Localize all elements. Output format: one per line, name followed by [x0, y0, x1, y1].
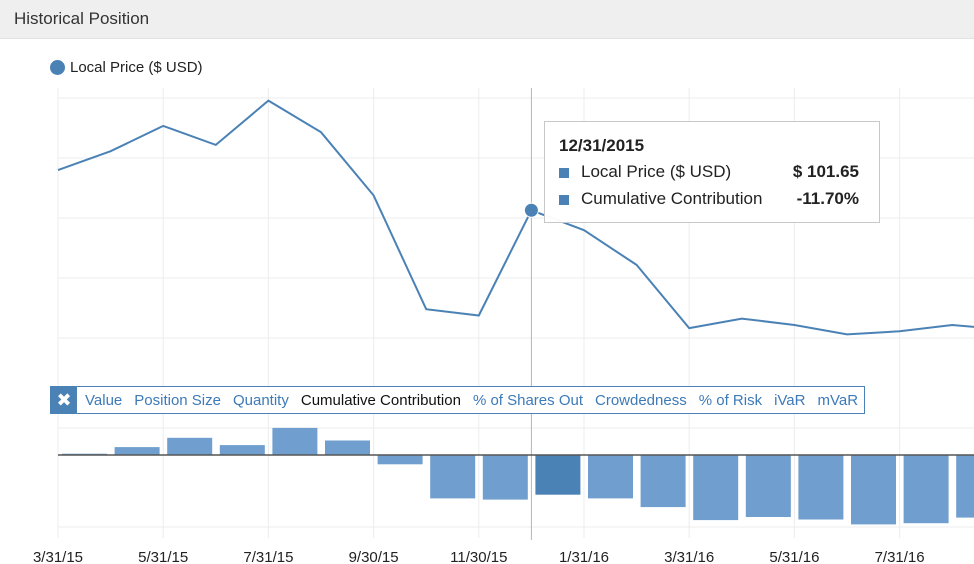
- contribution-bar: [640, 455, 686, 508]
- x-tick-label: 3/31/15: [33, 549, 83, 564]
- tooltip-row-value: $ 101.65: [792, 162, 859, 181]
- contribution-bar: [903, 455, 949, 524]
- contribution-bar: [588, 455, 633, 499]
- tooltip-series-marker-icon: [559, 195, 569, 205]
- tab-quantity[interactable]: Quantity: [232, 391, 289, 409]
- highlighted-data-point: [523, 202, 539, 218]
- tooltip-row-label: Cumulative Contribution: [581, 189, 763, 208]
- tab-crowdedness[interactable]: Crowdedness: [595, 391, 687, 409]
- x-tick-label: 7/31/15: [243, 549, 293, 564]
- tooltip-row-value: -11.70%: [796, 189, 859, 208]
- contribution-bar: [377, 455, 423, 465]
- panel-header: Historical Position: [0, 0, 974, 39]
- contribution-bar-layer: [58, 427, 974, 525]
- chart-legend[interactable]: Local Price ($ USD): [50, 59, 203, 76]
- contribution-bar: [482, 455, 528, 500]
- x-axis: 3/31/15 5/31/15 7/31/15 9/30/15 11/30/15 1/31…: [33, 549, 925, 564]
- chart-tooltip: 12/31/2015 Local Price ($ USD) $ 101.65 …: [544, 121, 880, 223]
- panel-title: Historical Position: [14, 9, 150, 28]
- tooltip-row-price: Local Price ($ USD) $ 101.65: [559, 162, 865, 184]
- x-tick-label: 9/30/15: [349, 549, 399, 564]
- x-tick-label: 3/31/16: [664, 549, 714, 564]
- tooltip-date: 12/31/2015: [559, 136, 645, 155]
- metric-selector: ✖ Value Position Size Quantity Cumulativ…: [50, 386, 866, 414]
- tab-mvar[interactable]: mVaR: [817, 391, 859, 409]
- contribution-bar: [219, 445, 265, 455]
- x-tick-label: 11/30/15: [450, 549, 507, 564]
- contribution-bar: [798, 455, 844, 520]
- contribution-bar: [693, 455, 739, 521]
- contribution-bar: [325, 440, 370, 455]
- contribution-bar: [851, 455, 896, 525]
- contribution-bar: [956, 455, 974, 518]
- contribution-bar: [167, 437, 213, 455]
- legend-label: Local Price ($ USD): [70, 59, 203, 76]
- price-line-layer: [57, 99, 974, 336]
- contribution-bar: [272, 427, 318, 455]
- tab-value[interactable]: Value: [85, 391, 123, 409]
- tooltip-row-contribution: Cumulative Contribution -11.70%: [559, 189, 865, 211]
- x-tick-label: 1/31/16: [559, 549, 609, 564]
- tab-percent-shares-out[interactable]: % of Shares Out: [472, 391, 583, 409]
- legend-dot-icon: [50, 60, 65, 75]
- tooltip-row-label: Local Price ($ USD): [581, 162, 732, 181]
- highlighted-contribution-bar: [535, 455, 581, 495]
- close-icon[interactable]: ✖: [51, 387, 77, 413]
- tab-position-size[interactable]: Position Size: [134, 391, 221, 409]
- x-tick-label: 5/31/15: [138, 549, 188, 564]
- contribution-bar: [430, 455, 476, 499]
- tooltip-series-marker-icon: [559, 168, 569, 178]
- tab-percent-of-risk[interactable]: % of Risk: [698, 391, 763, 409]
- tab-cumulative-contribution[interactable]: Cumulative Contribution: [300, 391, 461, 409]
- contribution-bar: [114, 447, 160, 455]
- contribution-bar: [745, 455, 791, 517]
- tab-ivar[interactable]: iVaR: [774, 391, 806, 409]
- x-tick-label: 5/31/16: [769, 549, 819, 564]
- x-tick-label: 7/31/16: [875, 549, 925, 564]
